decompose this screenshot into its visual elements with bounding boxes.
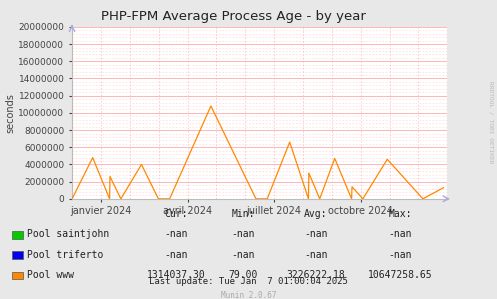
- Text: -nan: -nan: [388, 250, 412, 260]
- Text: 1314037.30: 1314037.30: [147, 270, 206, 280]
- Text: RRDTOOL / TOBI OETIKER: RRDTOOL / TOBI OETIKER: [489, 81, 494, 163]
- Text: Munin 2.0.67: Munin 2.0.67: [221, 291, 276, 299]
- Text: Min:: Min:: [232, 209, 255, 219]
- Text: -nan: -nan: [165, 250, 188, 260]
- Text: -nan: -nan: [232, 250, 255, 260]
- Text: Avg:: Avg:: [304, 209, 328, 219]
- Text: Pool saintjohn: Pool saintjohn: [27, 229, 109, 239]
- Text: 10647258.65: 10647258.65: [368, 270, 432, 280]
- Text: -nan: -nan: [165, 229, 188, 239]
- Text: Pool www: Pool www: [27, 270, 75, 280]
- Text: -nan: -nan: [388, 229, 412, 239]
- Text: Max:: Max:: [388, 209, 412, 219]
- Text: Pool triferto: Pool triferto: [27, 250, 104, 260]
- Text: -nan: -nan: [304, 229, 328, 239]
- Text: 79.00: 79.00: [229, 270, 258, 280]
- Text: PHP-FPM Average Process Age - by year: PHP-FPM Average Process Age - by year: [101, 10, 366, 23]
- Text: 3226222.18: 3226222.18: [286, 270, 345, 280]
- Text: -nan: -nan: [304, 250, 328, 260]
- Text: -nan: -nan: [232, 229, 255, 239]
- Y-axis label: seconds: seconds: [5, 93, 15, 133]
- Text: Last update: Tue Jan  7 01:00:04 2025: Last update: Tue Jan 7 01:00:04 2025: [149, 277, 348, 286]
- Text: Cur:: Cur:: [165, 209, 188, 219]
